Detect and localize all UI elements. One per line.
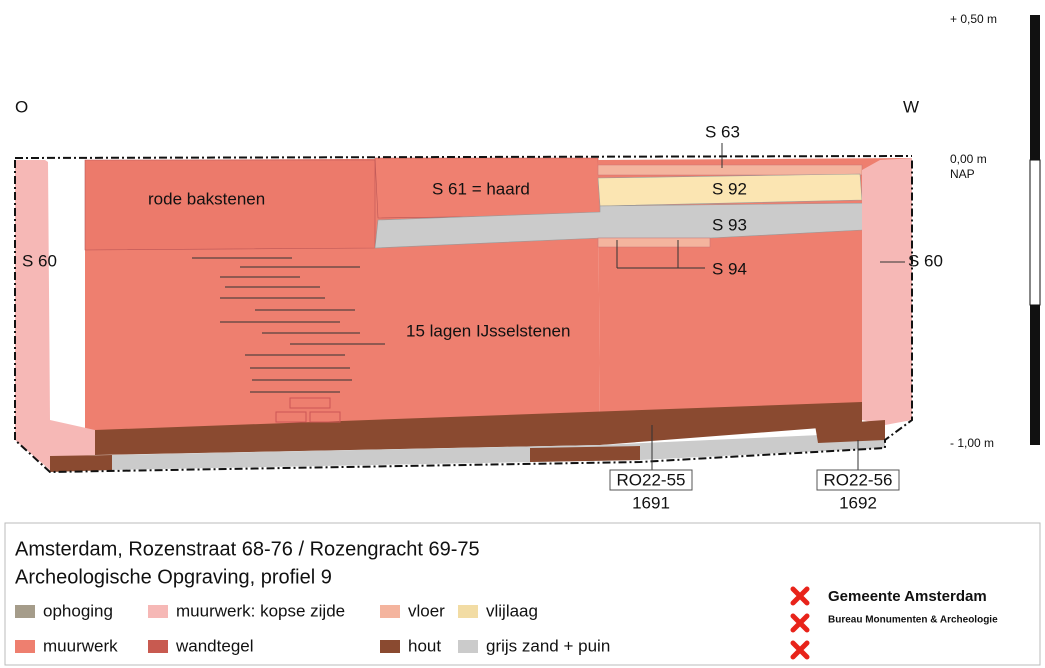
legend-swatch <box>15 605 35 618</box>
legend-box <box>4 522 1041 666</box>
s60-right <box>862 158 912 425</box>
orientation-left: O <box>15 97 28 116</box>
profile <box>14 143 913 474</box>
hout-left <box>50 455 112 472</box>
legend-swatch <box>148 605 168 618</box>
s60-left <box>15 160 95 470</box>
feature-label: rode bakstenen <box>148 189 265 208</box>
legend-items: ophoging muurwerk: kopse zijde vloer vlijla… <box>15 601 610 655</box>
layer-lines <box>192 143 905 470</box>
feature-label: S 61 = haard <box>432 179 530 198</box>
feature-label: S 60 <box>22 251 57 270</box>
scale-bar <box>1030 15 1040 160</box>
legend-label: vloer <box>408 601 445 620</box>
sample-year: 1691 <box>632 493 670 512</box>
legend-title: Amsterdam, Rozenstraat 68-76 / Rozengrac… <box>15 538 480 560</box>
legend-swatch <box>380 640 400 653</box>
scale-bar <box>1030 305 1040 445</box>
sample-code: RO22-56 <box>824 470 893 489</box>
s94 <box>597 237 711 248</box>
brick <box>275 411 307 423</box>
outline <box>14 155 913 474</box>
legend-swatch <box>15 640 35 653</box>
logo-crosses <box>790 586 810 660</box>
scale-label: - 1,00 m <box>950 436 994 450</box>
legend-label: vlijlaag <box>486 601 538 620</box>
feature-label: S 93 <box>712 215 747 234</box>
legend-swatch <box>458 640 478 653</box>
vloer <box>597 164 863 176</box>
logo-department: Bureau Monumenten & Archeologie <box>828 615 998 626</box>
legend-label: muurwerk: kopse zijde <box>176 601 345 620</box>
hout <box>95 402 862 455</box>
legend-label: muurwerk <box>43 636 118 655</box>
scale-label: 0,00 m <box>950 152 987 166</box>
feature-label: S 60 <box>908 251 943 270</box>
legend-swatch <box>380 605 400 618</box>
legend-swatch <box>458 605 478 618</box>
hout-right <box>815 420 885 443</box>
legend-swatch <box>148 640 168 653</box>
scale-bar <box>1029 159 1041 306</box>
feature-label: S 92 <box>712 179 747 198</box>
feature-label: S 94 <box>712 259 747 278</box>
legend-title: Archeologische Opgraving, profiel 9 <box>15 566 332 588</box>
legend-label: hout <box>408 636 441 655</box>
grijs-zand <box>110 435 885 470</box>
feature-label: S 63 <box>705 122 740 141</box>
legend-label: ophoging <box>43 601 113 620</box>
sample-box <box>609 469 693 491</box>
sample-year: 1692 <box>839 493 877 512</box>
brick <box>309 411 341 423</box>
brick <box>289 397 331 409</box>
legend-label: wandtegel <box>175 636 254 655</box>
feature-label: 15 lagen IJsselstenen <box>406 321 570 340</box>
orientation-right: W <box>903 97 919 116</box>
logo-name: Gemeente Amsterdam <box>828 588 987 605</box>
scale-label: + 0,50 m <box>950 12 997 26</box>
hout-mid <box>530 446 640 462</box>
sample-code: RO22-55 <box>617 470 686 489</box>
legend-label: grijs zand + puin <box>486 636 610 655</box>
scale-label: NAP <box>950 167 975 181</box>
sample-box <box>816 469 900 491</box>
